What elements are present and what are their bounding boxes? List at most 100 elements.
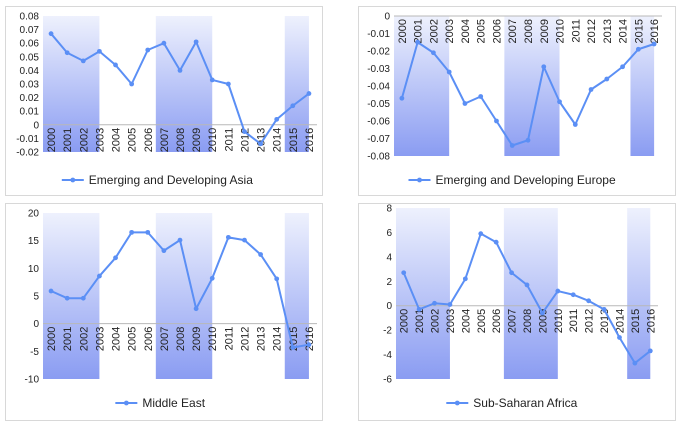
y-tick-label: -0.01 xyxy=(16,134,39,145)
y-tick-label: -0.06 xyxy=(367,117,390,128)
data-point xyxy=(555,288,561,294)
y-tick-label: 0.03 xyxy=(20,80,40,91)
data-point xyxy=(604,76,610,82)
x-tick-label: 2008 xyxy=(175,327,187,351)
x-tick-label: 2007 xyxy=(507,309,519,333)
data-point xyxy=(601,306,607,312)
shaded-period xyxy=(504,16,560,156)
data-point xyxy=(225,81,231,87)
data-point xyxy=(401,270,407,276)
x-tick-label: 2012 xyxy=(586,19,598,43)
x-tick-label: 2011 xyxy=(568,309,580,333)
y-tick-label: -6 xyxy=(383,375,392,386)
shaded-period xyxy=(43,16,100,152)
legend-label-emerging-and-developing-europe: Emerging and Developing Europe xyxy=(436,173,616,187)
data-point xyxy=(415,39,421,45)
x-tick-label: 2003 xyxy=(94,128,106,152)
data-point xyxy=(48,31,54,37)
x-tick-label: 2009 xyxy=(191,128,203,152)
shaded-period xyxy=(43,213,100,379)
x-tick-label: 2001 xyxy=(62,327,74,351)
data-point xyxy=(478,94,484,99)
x-tick-label: 2013 xyxy=(256,327,268,351)
data-point xyxy=(647,348,653,354)
x-tick-label: 2004 xyxy=(111,128,123,152)
y-tick-label: 0 xyxy=(33,319,39,330)
data-point xyxy=(242,129,247,134)
y-tick-label: 2 xyxy=(386,277,392,288)
x-tick-label: 2015 xyxy=(288,327,300,351)
data-point xyxy=(290,103,296,109)
x-tick-label: 2007 xyxy=(159,128,171,152)
x-tick-label: 2014 xyxy=(614,309,626,333)
y-tick-label: 5 xyxy=(33,292,39,303)
data-point xyxy=(129,229,135,235)
data-point xyxy=(617,335,622,340)
x-tick-label: 2013 xyxy=(602,19,614,43)
y-tick-label: 0 xyxy=(33,120,39,131)
shaded-period xyxy=(627,208,651,379)
x-tick-label: 2005 xyxy=(476,309,488,333)
shaded-period xyxy=(396,208,450,379)
x-tick-label: 2015 xyxy=(633,19,645,43)
x-tick-label: 2016 xyxy=(304,128,316,152)
x-tick-label: 2016 xyxy=(649,19,661,43)
data-point xyxy=(431,50,436,56)
shaded-period xyxy=(394,16,450,156)
data-point xyxy=(177,237,183,243)
data-point xyxy=(635,46,641,52)
x-tick-label: 2010 xyxy=(207,128,219,152)
x-tick-label: 2012 xyxy=(239,327,251,351)
x-tick-label: 2010 xyxy=(207,327,219,351)
shaded-period xyxy=(284,16,309,152)
data-point xyxy=(64,295,70,301)
chart-panel-middle-east: -10 -5 0 5 10 15 20 2000 2001 2002 2003 2004 2005 200… xyxy=(5,203,323,421)
data-point xyxy=(462,276,468,282)
data-point xyxy=(540,310,545,316)
x-tick-label: 2003 xyxy=(444,19,456,43)
data-point xyxy=(80,58,86,64)
y-tick-label: 0.02 xyxy=(20,93,40,104)
y-tick-label: 0 xyxy=(384,12,390,23)
data-point xyxy=(161,40,167,46)
data-point xyxy=(209,275,215,281)
x-tick-label: 2000 xyxy=(46,128,58,152)
data-point xyxy=(129,81,135,87)
data-point xyxy=(145,229,151,235)
y-tick-label: -0.05 xyxy=(367,99,390,110)
x-tick-label: 2009 xyxy=(537,309,549,333)
x-tick-label: 2015 xyxy=(630,309,642,333)
data-point xyxy=(258,252,263,257)
data-point xyxy=(64,50,70,56)
x-tick-label: 2014 xyxy=(618,19,630,43)
x-tick-label: 2008 xyxy=(523,19,535,43)
y-tick-label: -4 xyxy=(383,350,392,361)
y-tick-label: 20 xyxy=(28,209,40,220)
x-tick-label: 2014 xyxy=(272,327,284,351)
data-point xyxy=(651,41,657,47)
chart-svg-asia: -0.02 -0.01 0 0.01 0.02 0.03 0.04 0.05 0.06 0.07 0… xyxy=(5,6,323,196)
chart-panel-sub-saharan-africa: -6 -4 -2 0 2 4 6 8 2000 2001 2002 2003 2004 2005 2006 2… xyxy=(358,203,676,421)
data-point xyxy=(258,141,263,147)
legend-marker xyxy=(454,400,460,406)
y-tick-label: 0.06 xyxy=(20,39,40,50)
y-tick-label: -5 xyxy=(30,347,39,358)
x-tick-label: 2015 xyxy=(288,128,300,152)
data-point xyxy=(274,276,280,282)
x-tick-label: 2003 xyxy=(94,327,106,351)
chart-svg-europe: -0.08 -0.07 -0.06 -0.05 -0.04 -0.03 -0.02 -0.01… xyxy=(358,6,676,196)
y-tick-label: -0.02 xyxy=(367,47,390,58)
y-tick-label: -0.07 xyxy=(367,134,390,145)
data-point xyxy=(446,69,452,75)
data-point xyxy=(447,302,453,307)
x-tick-label: 2004 xyxy=(111,327,123,351)
x-tick-label: 2016 xyxy=(304,327,316,351)
data-point xyxy=(493,239,499,245)
data-point xyxy=(509,143,515,148)
y-tick-label: 0.01 xyxy=(20,107,40,118)
x-tick-label: 2000 xyxy=(397,19,409,43)
x-tick-label: 2002 xyxy=(78,327,90,351)
x-tick-label: 2004 xyxy=(460,309,472,333)
data-point xyxy=(97,48,102,54)
x-tick-label: 2006 xyxy=(143,327,155,351)
